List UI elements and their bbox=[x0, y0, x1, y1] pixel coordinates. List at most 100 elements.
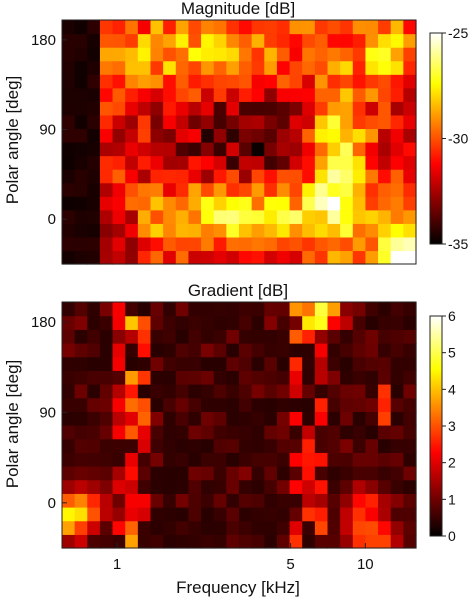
heatmap-cell bbox=[150, 209, 164, 224]
heatmap-cell bbox=[201, 209, 215, 224]
y-tick-label: 180 bbox=[31, 32, 56, 49]
heatmap-cell bbox=[352, 466, 367, 481]
heatmap-cell bbox=[276, 425, 291, 440]
heatmap-cell bbox=[302, 452, 316, 467]
heatmap-cell bbox=[163, 343, 177, 358]
heatmap-cell bbox=[403, 74, 417, 89]
heatmap-cell bbox=[276, 438, 291, 453]
heatmap-cell bbox=[74, 114, 88, 130]
heatmap-cell bbox=[390, 60, 404, 75]
heatmap-cell bbox=[87, 507, 101, 522]
heatmap-cell bbox=[62, 507, 76, 522]
heatmap-cell bbox=[201, 101, 215, 116]
heatmap-cell bbox=[87, 20, 101, 35]
heatmap-cell bbox=[163, 466, 177, 481]
heatmap-cell bbox=[74, 74, 88, 89]
heatmap-cell bbox=[352, 534, 367, 549]
heatmap-cell bbox=[188, 196, 202, 211]
heatmap-cell bbox=[289, 479, 303, 494]
heatmap-cell bbox=[378, 128, 392, 143]
heatmap-cell bbox=[289, 155, 303, 170]
heatmap-cell bbox=[390, 520, 404, 535]
heatmap-cell bbox=[163, 493, 177, 508]
heatmap-cell bbox=[365, 384, 379, 399]
heatmap-cell bbox=[403, 479, 417, 494]
heatmap-cell bbox=[378, 250, 392, 265]
heatmap-cell bbox=[365, 101, 379, 116]
heatmap-cell bbox=[276, 534, 291, 549]
heatmap-cell bbox=[314, 343, 329, 358]
heatmap-cell bbox=[87, 370, 101, 385]
heatmap-cell bbox=[276, 114, 291, 130]
heatmap-cell bbox=[327, 520, 341, 535]
heatmap-cell bbox=[264, 425, 278, 440]
heatmap-cell bbox=[125, 236, 139, 252]
heatmap-cell bbox=[62, 302, 76, 317]
heatmap-cell bbox=[302, 425, 316, 440]
heatmap-cell bbox=[352, 155, 367, 170]
heatmap-cell bbox=[150, 74, 164, 89]
heatmap-cell bbox=[251, 507, 265, 522]
heatmap-cell bbox=[226, 370, 240, 385]
heatmap-cell bbox=[314, 520, 329, 535]
heatmap-cell bbox=[340, 47, 354, 62]
heatmap-cell bbox=[213, 411, 227, 426]
heatmap-cell bbox=[175, 520, 190, 535]
heatmap-cell bbox=[340, 302, 354, 317]
heatmap-cell bbox=[314, 74, 329, 89]
heatmap-cell bbox=[340, 20, 354, 35]
heatmap-cell bbox=[125, 329, 139, 344]
heatmap-cell bbox=[365, 356, 379, 371]
heatmap-cell bbox=[213, 438, 227, 453]
heatmap-cell bbox=[188, 142, 202, 157]
heatmap-cell bbox=[99, 101, 114, 116]
heatmap-cell bbox=[213, 425, 227, 440]
heatmap-cell bbox=[99, 236, 114, 252]
heatmap-cell bbox=[201, 87, 215, 102]
heatmap-cell bbox=[340, 452, 354, 467]
heatmap-cell bbox=[163, 425, 177, 440]
heatmap-cell bbox=[99, 223, 114, 238]
heatmap-cell bbox=[188, 60, 202, 75]
heatmap-cell bbox=[365, 209, 379, 224]
colorbar-tick-label: 6 bbox=[448, 308, 456, 324]
heatmap-cell bbox=[125, 101, 139, 116]
heatmap-cell bbox=[289, 101, 303, 116]
heatmap-cell bbox=[365, 438, 379, 453]
heatmap-cell bbox=[327, 493, 341, 508]
heatmap-cell bbox=[378, 507, 392, 522]
heatmap-cell bbox=[365, 223, 379, 238]
heatmap-cell bbox=[276, 47, 291, 62]
heatmap-cell bbox=[188, 370, 202, 385]
colorbar-tick-label: 5 bbox=[448, 345, 456, 361]
heatmap-cell bbox=[403, 182, 417, 197]
heatmap-cell bbox=[62, 466, 76, 481]
heatmap-cell bbox=[175, 384, 190, 399]
heatmap-cell bbox=[188, 33, 202, 48]
heatmap-cell bbox=[239, 343, 253, 358]
heatmap-cell bbox=[74, 60, 88, 75]
heatmap-cell bbox=[327, 438, 341, 453]
heatmap-cell bbox=[289, 169, 303, 184]
gradient-panel: Gradient [dB] Polar angle [deg] 0 90 180 1… bbox=[3, 281, 456, 597]
heatmap-cell bbox=[150, 155, 164, 170]
heatmap-cell bbox=[74, 196, 88, 211]
heatmap-cell bbox=[390, 411, 404, 426]
heatmap-cell bbox=[340, 466, 354, 481]
heatmap-cell bbox=[289, 315, 303, 330]
heatmap-cell bbox=[378, 534, 392, 549]
heatmap-cell bbox=[163, 507, 177, 522]
heatmap-cell bbox=[378, 356, 392, 371]
heatmap-cell bbox=[163, 209, 177, 224]
heatmap-cell bbox=[112, 236, 126, 252]
heatmap-cell bbox=[62, 479, 76, 494]
heatmap-cell bbox=[188, 329, 202, 344]
heatmap-cell bbox=[276, 315, 291, 330]
heatmap-cell bbox=[163, 33, 177, 48]
heatmap-cell bbox=[213, 493, 227, 508]
heatmap-cell bbox=[352, 169, 367, 184]
heatmap-cell bbox=[403, 223, 417, 238]
heatmap-cell bbox=[125, 452, 139, 467]
heatmap-cell bbox=[137, 370, 152, 385]
heatmap-cell bbox=[150, 60, 164, 75]
